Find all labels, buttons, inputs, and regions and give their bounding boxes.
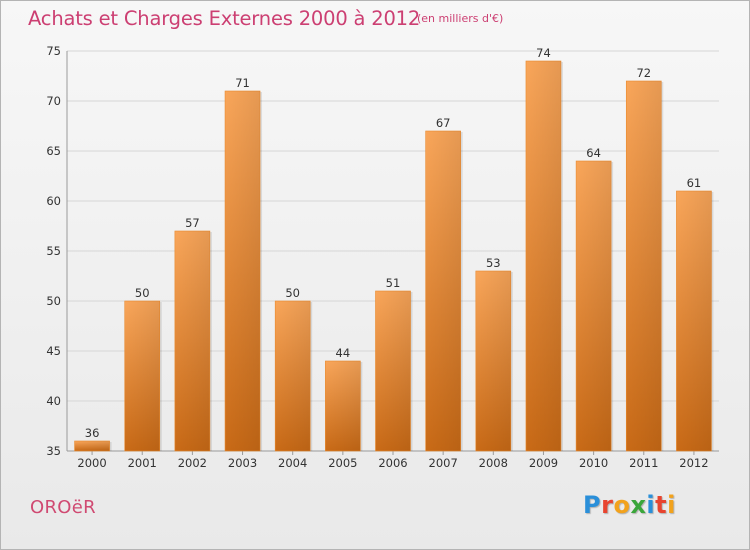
data-label: 64 xyxy=(586,146,601,160)
bar-shade xyxy=(525,61,561,451)
bar-shade xyxy=(576,161,612,451)
data-label: 36 xyxy=(85,426,100,440)
chart-title: Achats et Charges Externes 2000 à 2012 xyxy=(28,7,421,30)
commune-name: OROëR xyxy=(30,497,96,518)
data-label: 51 xyxy=(386,276,401,290)
chart-unit: (en milliers d'€) xyxy=(417,12,504,25)
x-tick-label: 2010 xyxy=(579,456,608,470)
logo-letter: x xyxy=(630,491,647,519)
data-label: 50 xyxy=(285,286,300,300)
logo-letter: r xyxy=(601,491,614,519)
x-tick-label: 2005 xyxy=(328,456,357,470)
bar-shade xyxy=(676,191,712,451)
data-label: 72 xyxy=(636,66,651,80)
bar-shade xyxy=(375,291,411,451)
y-tick-label: 50 xyxy=(46,294,61,308)
data-label: 74 xyxy=(536,46,551,60)
data-label: 61 xyxy=(687,176,702,190)
x-tick-label: 2011 xyxy=(629,456,658,470)
bar-shade xyxy=(124,301,160,451)
y-tick-label: 35 xyxy=(46,444,61,458)
x-tick-label: 2003 xyxy=(228,456,257,470)
x-tick-label: 2004 xyxy=(278,456,307,470)
y-tick-label: 40 xyxy=(46,394,61,408)
data-label: 50 xyxy=(135,286,150,300)
bar-shade xyxy=(425,131,461,451)
bar-shade xyxy=(174,231,210,451)
bar-shade xyxy=(275,301,311,451)
y-tick-label: 70 xyxy=(46,94,61,108)
data-label: 53 xyxy=(486,256,501,270)
x-tick-label: 2002 xyxy=(178,456,207,470)
logo-letter: i xyxy=(646,491,656,519)
logo-letter: o xyxy=(613,491,631,519)
bar-shade xyxy=(626,81,662,451)
logo-letter: i xyxy=(667,491,676,519)
bars xyxy=(74,60,714,452)
bar-shade xyxy=(74,441,110,451)
x-tick-label: 2007 xyxy=(429,456,458,470)
data-label: 57 xyxy=(185,216,200,230)
proxiti-logo[interactable]: Proxiti xyxy=(583,491,676,519)
y-tick-label: 55 xyxy=(46,244,61,258)
data-label: 44 xyxy=(336,346,351,360)
x-tick-label: 2000 xyxy=(77,456,106,470)
bar-shade xyxy=(475,271,511,451)
x-tick-label: 2008 xyxy=(479,456,508,470)
x-tick-label: 2012 xyxy=(679,456,708,470)
data-label: 67 xyxy=(436,116,451,130)
data-label: 71 xyxy=(235,76,250,90)
x-tick-label: 2009 xyxy=(529,456,558,470)
x-tick-label: 2006 xyxy=(378,456,407,470)
bar-shade xyxy=(325,361,361,451)
y-tick-label: 60 xyxy=(46,194,61,208)
y-tick-label: 75 xyxy=(46,44,61,58)
y-tick-label: 65 xyxy=(46,144,61,158)
bar-shade xyxy=(225,91,261,451)
logo-letter: P xyxy=(583,491,602,519)
x-tick-label: 2001 xyxy=(128,456,157,470)
y-tick-label: 45 xyxy=(46,344,61,358)
data-labels: 36 50 57 71 50 44 51 67 53 74 64 72 61 xyxy=(85,46,701,440)
logo-letter: t xyxy=(655,491,668,519)
